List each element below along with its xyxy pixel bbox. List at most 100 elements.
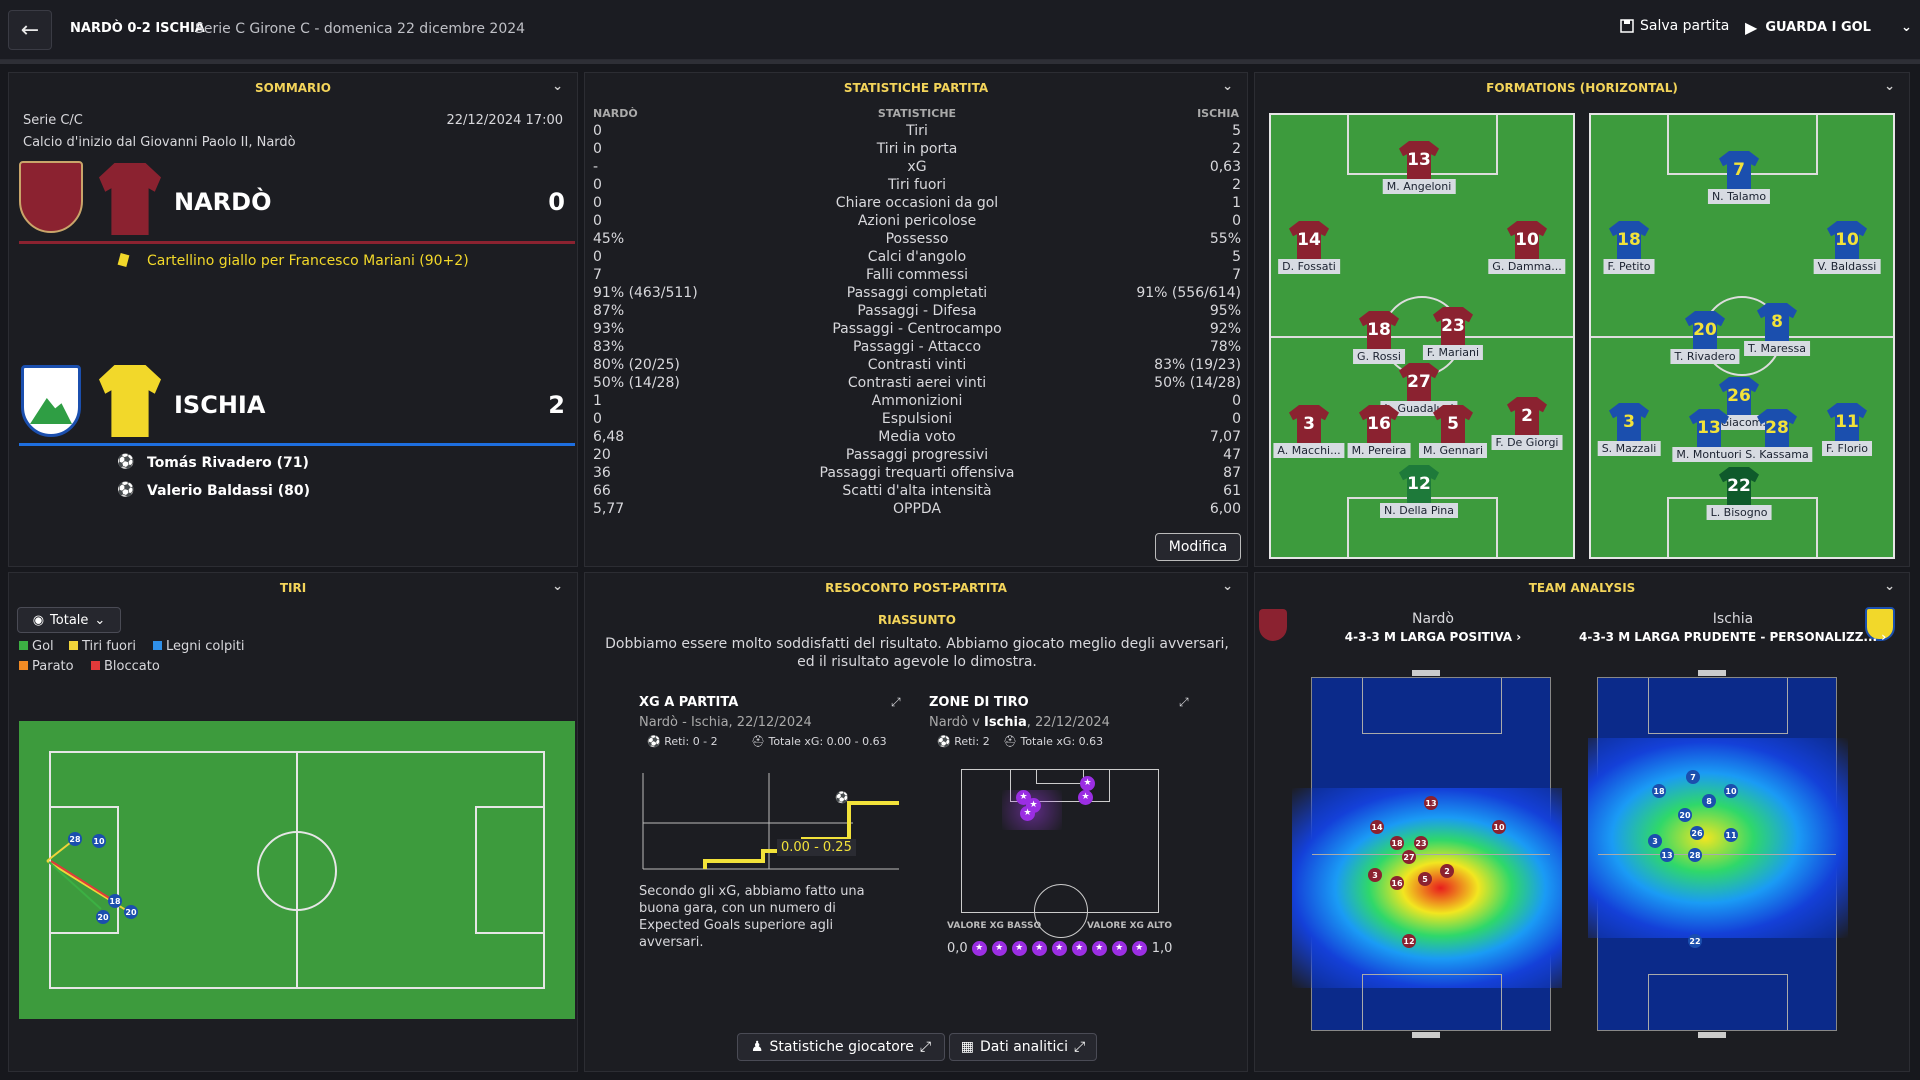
player-shirt-icon[interactable]: 3 — [1609, 403, 1649, 441]
player-name-label[interactable]: T. Maressa — [1744, 341, 1810, 356]
player-name-label[interactable]: F. De Giorgi — [1491, 435, 1563, 450]
chevron-down-icon[interactable]: ⌄ — [1884, 79, 1895, 94]
stat-row: 83% Passaggi - Attacco 78% — [585, 339, 1249, 357]
shot-star-marker[interactable]: ★ — [1020, 806, 1035, 821]
player-name-label[interactable]: D. Fossati — [1278, 259, 1340, 274]
home-formation-label: 4-3-3 M LARGA POSITIVA — [1344, 630, 1513, 644]
player-name-label[interactable]: T. Rivadero — [1670, 349, 1740, 364]
player-position-marker[interactable]: 16 — [1390, 876, 1404, 890]
player-position-marker[interactable]: 8 — [1702, 794, 1716, 808]
analytics-button[interactable]: ▦ Dati analitici ⤢ — [949, 1033, 1097, 1061]
xg-total-text: Totale xG: 0.00 - 0.63 — [768, 735, 887, 748]
player-position-marker[interactable]: 28 — [1688, 848, 1702, 862]
xg-high-label: VALORE XG ALTO — [1087, 921, 1173, 931]
back-button[interactable]: ← — [8, 10, 52, 50]
team-analysis-panel: TEAM ANALYSIS ⌄ Nardò 4-3-3 M LARGA POSIT… — [1254, 572, 1910, 1072]
player-shirt-icon[interactable]: 11 — [1827, 403, 1867, 441]
player-position-marker[interactable]: 23 — [1414, 836, 1428, 850]
player-position-marker[interactable]: 10 — [1724, 784, 1738, 798]
player-position-marker[interactable]: 13 — [1424, 796, 1438, 810]
chevron-down-icon[interactable]: ⌄ — [552, 79, 563, 94]
player-shirt-icon[interactable]: 8 — [1757, 303, 1797, 341]
shot-marker[interactable]: 28 — [68, 832, 82, 846]
player-position-marker[interactable]: 10 — [1492, 820, 1506, 834]
player-shirt-icon[interactable]: 10 — [1827, 221, 1867, 259]
player-shirt-icon[interactable]: 20 — [1685, 311, 1725, 349]
player-name-label[interactable]: N. Talamo — [1707, 189, 1771, 204]
player-position-marker[interactable]: 18 — [1390, 836, 1404, 850]
expand-icon[interactable]: ⤢ — [891, 695, 901, 709]
stat-away-value: 78% — [1209, 339, 1241, 355]
stat-label: Possesso — [885, 231, 949, 247]
home-formation-link[interactable]: 4-3-3 M LARGA POSITIVA › — [1255, 630, 1611, 644]
player-shirt-icon[interactable]: 22 — [1719, 467, 1759, 505]
stats-col-label: STATISTICHE — [877, 107, 957, 120]
player-name-label[interactable]: A. Macchi... — [1273, 443, 1345, 458]
player-name-label[interactable]: N. Della Pina — [1380, 503, 1458, 518]
stat-row: 87% Passaggi - Difesa 95% — [585, 303, 1249, 321]
player-name-label[interactable]: G. Damma... — [1488, 259, 1566, 274]
arrow-left-icon: ← — [20, 17, 40, 43]
player-name-label[interactable]: V. Baldassi — [1813, 259, 1881, 274]
away-formation-link[interactable]: 4-3-3 M LARGA PRUDENTE - PERSONALIZZ... … — [1579, 630, 1886, 644]
home-event-yellow-card: Cartellino giallo per Francesco Mariani … — [147, 253, 469, 269]
player-name-label[interactable]: M. Gennari — [1418, 443, 1488, 458]
stat-away-value: 91% (556/614) — [1136, 285, 1241, 301]
chevron-down-icon[interactable]: ⌄ — [1222, 79, 1233, 94]
xg-scale-min: 0,0 — [947, 941, 968, 956]
player-shirt-icon[interactable]: 18 — [1609, 221, 1649, 259]
player-position-marker[interactable]: 27 — [1402, 850, 1416, 864]
chevron-down-icon[interactable]: ⌄ — [1222, 579, 1233, 594]
shot-marker[interactable]: 10 — [92, 834, 106, 848]
player-stats-button[interactable]: ♟ Statistiche giocatore ⤢ — [737, 1033, 945, 1061]
player-name-label[interactable]: F. Mariani — [1422, 345, 1484, 360]
xg-chart-label: 0.00 - 0.25 — [777, 839, 856, 856]
edit-stats-button[interactable]: Modifica — [1155, 533, 1241, 561]
save-match-label: Salva partita — [1640, 18, 1730, 34]
stat-away-value: 83% (19/23) — [1154, 357, 1241, 373]
player-position-marker[interactable]: 11 — [1724, 828, 1738, 842]
player-name-label[interactable]: M. Montuori — [1672, 447, 1746, 462]
player-position-marker[interactable]: 20 — [1678, 808, 1692, 822]
home-color-bar — [19, 241, 575, 244]
player-position-marker[interactable]: 22 — [1688, 934, 1702, 948]
competition-label: Serie C/C — [23, 113, 83, 128]
player-position-marker[interactable]: 3 — [1648, 834, 1662, 848]
shot-marker[interactable]: 20 — [124, 905, 138, 919]
player-position-marker[interactable]: 5 — [1418, 872, 1432, 886]
player-position-marker[interactable]: 18 — [1652, 784, 1666, 798]
player-position-marker[interactable]: 7 — [1686, 770, 1700, 784]
player-position-marker[interactable]: 2 — [1440, 864, 1454, 878]
shot-marker[interactable]: 20 — [96, 910, 110, 924]
player-position-marker[interactable]: 14 — [1370, 820, 1384, 834]
player-name-label[interactable]: G. Rossi — [1353, 349, 1405, 364]
player-position-marker[interactable]: 26 — [1690, 826, 1704, 840]
player-name-label[interactable]: F. Petito — [1603, 259, 1655, 274]
save-match-button[interactable]: Salva partita — [1620, 18, 1729, 34]
shot-marker[interactable]: 18 — [108, 894, 122, 908]
player-name-label[interactable]: S. Kassama — [1741, 447, 1813, 462]
shot-star-marker[interactable]: ★ — [1080, 776, 1095, 791]
player-shirt-icon[interactable]: 26 — [1719, 377, 1759, 415]
shot-star-marker[interactable]: ★ — [1078, 790, 1093, 805]
stat-home-value: 83% — [593, 339, 625, 355]
player-position-marker[interactable]: 13 — [1660, 848, 1674, 862]
expand-icon[interactable]: ⤢ — [1179, 695, 1189, 709]
player-name-label[interactable]: F. Florio — [1822, 441, 1872, 456]
player-name-label[interactable]: M. Pereira — [1347, 443, 1411, 458]
player-shirt-icon[interactable]: 7 — [1719, 151, 1759, 189]
watch-goals-button[interactable]: ▶ GUARDA I GOL ⌄ — [1745, 18, 1912, 37]
stat-row: 66 Scatti d'alta intensità 61 — [585, 483, 1249, 501]
player-name-label[interactable]: S. Mazzali — [1597, 441, 1661, 456]
chevron-down-icon[interactable]: ⌄ — [552, 579, 563, 594]
scale-star-icon: ★ — [1111, 941, 1127, 956]
shots-filter-dropdown[interactable]: ◉ Totale ⌄ — [17, 607, 121, 633]
stat-label: Passaggi progressivi — [845, 447, 989, 463]
summary-panel: SOMMARIO ⌄ Serie C/C 22/12/2024 17:00 Cal… — [8, 72, 578, 567]
player-position-marker[interactable]: 3 — [1368, 868, 1382, 882]
player-position-marker[interactable]: 12 — [1402, 934, 1416, 948]
player-name-label[interactable]: L. Bisogno — [1706, 505, 1772, 520]
chevron-down-icon[interactable]: ⌄ — [1884, 579, 1895, 594]
player-name-label[interactable]: M. Angeloni — [1382, 179, 1456, 194]
stat-away-value: 87 — [1223, 465, 1241, 481]
